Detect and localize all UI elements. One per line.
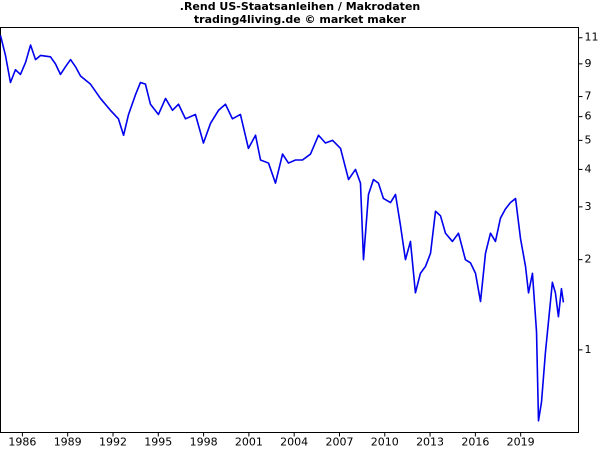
data-line [0,35,565,422]
y-tick-label: 11 [585,31,599,44]
x-tick-label: 1989 [54,436,82,449]
x-tick-label: 1998 [190,436,218,449]
x-tick-label: 1995 [144,436,172,449]
x-tick-label: 2007 [325,436,353,449]
x-tick-label: 2010 [371,436,399,449]
y-tick-label: 7 [585,90,592,103]
x-tick-label: 1986 [8,436,36,449]
y-tick-label: 3 [585,200,592,213]
x-tick-label: 2013 [416,436,444,449]
chart-subtitle: trading4living.de © market maker [194,13,407,26]
y-tick-label: 9 [585,57,592,70]
y-tick-label: 5 [585,133,592,146]
x-tick-label: 2004 [280,436,308,449]
x-tick-label: 1992 [99,436,127,449]
x-tick-label: 2001 [235,436,263,449]
x-tick-label: 2016 [461,436,489,449]
plot-frame [0,27,579,433]
chart-title: .Rend US-Staatsanleihen / Makrodaten [180,0,420,13]
y-tick-label: 1 [585,343,592,356]
y-tick-label: 2 [585,253,592,266]
y-tick-label: 6 [585,110,592,123]
x-tick-label: 2019 [507,436,535,449]
y-tick-label: 4 [585,162,592,175]
